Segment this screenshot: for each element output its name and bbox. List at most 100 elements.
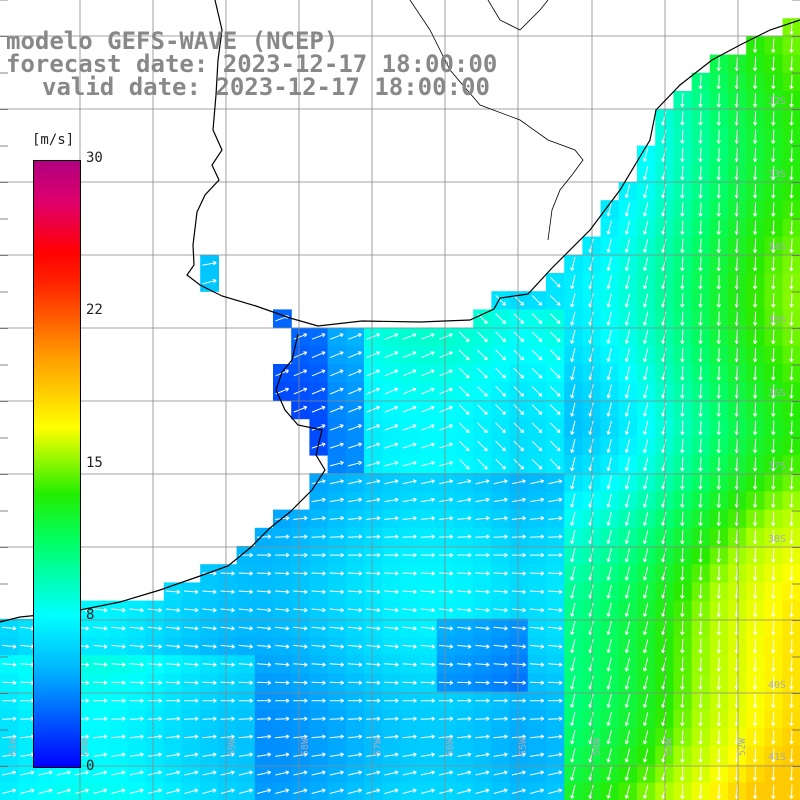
wind-arrow [752, 620, 758, 636]
wind-arrow [642, 165, 649, 181]
wind-arrow [420, 680, 435, 685]
wind-arrow [716, 548, 721, 563]
wind-arrow [347, 589, 363, 595]
wind-arrow [716, 730, 721, 745]
wind-arrow [771, 74, 776, 90]
wind-arrow [366, 589, 381, 595]
wind-arrow [570, 730, 576, 745]
wind-arrow [147, 770, 162, 776]
wind-arrow [771, 493, 776, 508]
wind-arrow [329, 770, 344, 776]
wind-arrow [789, 129, 794, 144]
wind-arrow [771, 475, 776, 490]
wind-arrow [716, 111, 721, 126]
lat-label: 36S [768, 388, 786, 399]
wind-arrow [93, 698, 108, 703]
wind-arrow [329, 479, 344, 485]
wind-arrow [642, 402, 649, 417]
wind-arrow [771, 384, 776, 399]
wind-arrow [402, 644, 417, 649]
wind-arrow [438, 752, 454, 757]
wind-arrow [457, 626, 472, 631]
wind-arrow [624, 438, 631, 454]
wind-arrow [220, 589, 235, 595]
wind-arrow [56, 788, 71, 794]
wind-arrow [771, 529, 776, 545]
wind-arrow [789, 311, 794, 326]
wind-arrow [789, 384, 794, 399]
wind-arrow [642, 657, 649, 672]
wind-arrow [184, 626, 199, 631]
wind-arrow [457, 734, 472, 739]
wind-arrow [606, 784, 612, 799]
wind-arrow [680, 730, 685, 745]
wind-arrow [275, 626, 290, 631]
wind-arrow [475, 680, 490, 685]
wind-arrow [2, 680, 17, 685]
wind-arrow [457, 571, 472, 576]
wind-arrow [184, 734, 199, 739]
wind-arrow [493, 788, 508, 794]
wind-arrow [624, 602, 631, 617]
wind-arrow [457, 479, 472, 485]
wind-arrow [529, 552, 545, 558]
wind-arrow [311, 589, 326, 595]
wind-arrow [458, 349, 470, 361]
wind-arrow [384, 770, 399, 776]
wind-arrow [511, 479, 526, 485]
wind-arrow [366, 644, 381, 649]
wind-arrow [438, 662, 454, 667]
wind-arrow [642, 584, 649, 599]
wind-arrow [716, 347, 721, 363]
wind-arrow [293, 644, 308, 649]
wind-arrow [624, 748, 631, 763]
wind-arrow [311, 752, 326, 757]
wind-arrow [548, 734, 563, 739]
wind-arrow [184, 770, 199, 776]
wind-arrow [642, 347, 649, 363]
wind-arrow [329, 662, 344, 667]
wind-arrow [548, 716, 563, 721]
wind-arrow [348, 405, 362, 413]
wind-arrow [311, 680, 326, 685]
wind-arrow [752, 165, 758, 181]
wind-arrow [329, 424, 344, 431]
wind-arrow [771, 766, 776, 781]
wind-arrow [606, 275, 612, 290]
wind-arrow [511, 734, 527, 739]
wind-arrow [752, 711, 758, 727]
wind-arrow [698, 420, 703, 435]
wind-arrow [606, 384, 612, 399]
wind-arrow [202, 698, 217, 703]
wind-arrow [347, 680, 363, 685]
wind-arrow [529, 571, 545, 576]
wind-arrow [752, 420, 758, 435]
wind-arrow [93, 716, 108, 721]
wind-arrow [438, 734, 454, 739]
wind-arrow [570, 784, 576, 799]
border-line [409, 0, 584, 241]
wind-arrow [680, 675, 685, 690]
wind-arrow [439, 351, 453, 359]
wind-arrow [402, 662, 417, 667]
wind-arrow [238, 734, 253, 739]
wind-arrow [493, 680, 508, 685]
wind-arrow [771, 93, 776, 108]
wind-arrow [420, 479, 435, 485]
wind-arrow [366, 626, 381, 631]
wind-arrow [402, 405, 417, 413]
wind-arrow [293, 571, 308, 576]
wind-arrow [220, 752, 235, 757]
wind-arrow [698, 566, 703, 581]
wind-arrow [111, 662, 126, 667]
wind-arrow [275, 589, 290, 595]
wind-arrow [698, 602, 703, 617]
wind-arrow [402, 351, 417, 359]
wind-arrow [642, 730, 649, 745]
wind-arrow [789, 602, 794, 617]
wind-arrow [789, 475, 794, 490]
wind-arrow [680, 657, 685, 672]
wind-arrow [129, 698, 144, 703]
wind-arrow [420, 424, 435, 431]
